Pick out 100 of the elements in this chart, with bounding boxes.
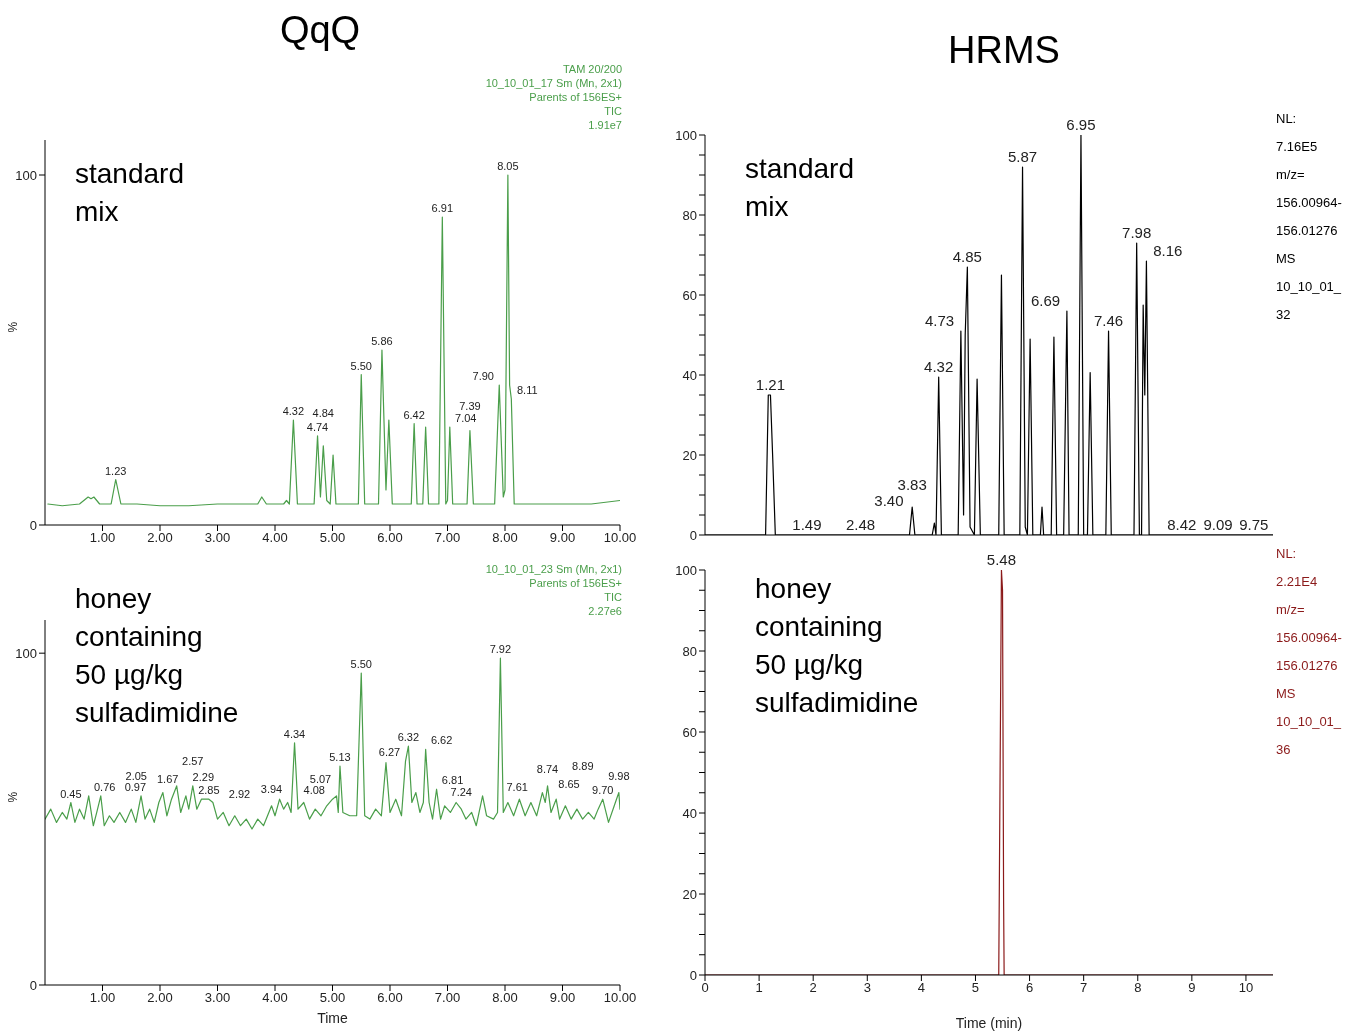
- text: MS: [1276, 685, 1297, 703]
- y-tick-label: 80: [682, 643, 697, 659]
- annotation: 5.13: [329, 751, 351, 763]
- text: m/z=: [1276, 601, 1306, 619]
- annotation: 8.89: [572, 760, 594, 773]
- annotation: 4.32: [282, 405, 305, 417]
- annotation: 6.81: [441, 774, 464, 787]
- annotation: 5.50: [350, 658, 372, 671]
- y-tick-label: 100: [15, 645, 37, 661]
- annotation: 8.11: [517, 384, 538, 396]
- x-tick-label: 8: [1134, 980, 1142, 996]
- text: standard mix: [75, 157, 185, 229]
- y-tick-label: 40: [682, 367, 697, 383]
- y-tick-label: 20: [682, 447, 697, 463]
- annotation: 0.97: [124, 780, 147, 793]
- annotation: 4.74: [306, 420, 329, 433]
- annotation: 7.04: [455, 412, 477, 424]
- annotation: 6.62: [430, 734, 453, 747]
- annotation: 9.70: [592, 784, 614, 797]
- annotation: 9.75: [1239, 516, 1269, 533]
- annotation: 7.39: [459, 399, 481, 412]
- x-tick-label: 6.00: [377, 990, 403, 1006]
- text: 10_10_01_: [1276, 713, 1343, 731]
- annotation: 4.34: [283, 727, 306, 740]
- annotation: 3.83: [897, 476, 927, 493]
- annotation: 7.61: [506, 780, 528, 793]
- annotation: 7.46: [1093, 312, 1124, 329]
- y-tick-label: 80: [682, 207, 697, 223]
- x-tick-label: 10.00: [603, 530, 637, 546]
- annotation: 0.45: [60, 787, 82, 800]
- y-tick-label: 60: [682, 287, 697, 303]
- text: NL:: [1276, 110, 1298, 128]
- x-tick-label: 0: [701, 980, 709, 996]
- y-tick-label: 60: [682, 724, 697, 740]
- text: honey containing 50 µg/kg sulfadimidine: [755, 572, 919, 720]
- annotation: 6.27: [378, 746, 401, 759]
- text: 32: [1276, 306, 1292, 324]
- x-tick-label: 9.00: [549, 990, 576, 1006]
- text: 2.21E4: [1276, 573, 1319, 591]
- x-tick-label: 6.00: [377, 530, 403, 546]
- annotation: 1.49: [792, 516, 822, 533]
- annotation: 4.08: [303, 784, 325, 797]
- text: standard mix: [745, 152, 855, 224]
- annotation: 7.24: [450, 786, 473, 799]
- annotation: 1.21: [755, 376, 786, 393]
- x-tick-label: 9: [1188, 980, 1196, 996]
- x-tick-label: 4: [917, 980, 925, 996]
- x-tick-label: 1.00: [89, 530, 116, 546]
- x-tick-label: 7.00: [434, 530, 461, 546]
- annotation: 7.90: [472, 370, 494, 382]
- y-tick-label: 0: [29, 517, 37, 533]
- annotation: 6.42: [403, 408, 425, 421]
- x-tick-label: 3.00: [204, 530, 231, 546]
- x-tick-label: 10.00: [603, 990, 637, 1006]
- text: 10_10_01_: [1276, 278, 1343, 296]
- annotation: 5.86: [371, 335, 393, 347]
- annotation: 5.07: [309, 772, 332, 785]
- annotation: 7.98: [1122, 224, 1152, 241]
- text: 156.01276: [1276, 657, 1339, 675]
- annotation: 2.92: [228, 787, 251, 800]
- annotation: 4.32: [924, 358, 954, 375]
- annotation: 2.85: [198, 784, 220, 797]
- text: Parents of 156ES+: [528, 576, 622, 590]
- y-tick-label: 0: [689, 967, 697, 983]
- annotation: 8.16: [1153, 242, 1183, 259]
- annotation: 6.95: [1066, 116, 1096, 133]
- annotation: 7.92: [489, 643, 512, 656]
- text: 156.01276: [1276, 222, 1339, 240]
- text: 156.00964-: [1276, 194, 1343, 212]
- annotation: 4.85: [952, 248, 982, 265]
- x-tick-label: 4.00: [262, 530, 288, 546]
- chart-title: QqQ: [278, 8, 362, 53]
- x-tick-label: 8.00: [492, 990, 518, 1006]
- annotation: 2.57: [182, 754, 204, 767]
- annotation: 3.94: [260, 782, 283, 795]
- annotation: 8.05: [497, 160, 519, 172]
- annotation: 9.09: [1203, 516, 1233, 533]
- text: TIC: [603, 590, 622, 604]
- x-tick-label: 9.00: [549, 530, 576, 546]
- text: NL:: [1276, 545, 1298, 563]
- annotation: 5.50: [350, 359, 372, 372]
- annotation: 4.73: [924, 312, 955, 329]
- text: 156.00964-: [1276, 629, 1343, 647]
- x-tick-label: 4.00: [262, 990, 288, 1006]
- annotation: 6.91: [431, 202, 454, 214]
- x-axis-title: Time (min): [955, 1015, 1023, 1031]
- annotation: 6.32: [397, 731, 420, 744]
- x-tick-label: 5.00: [319, 530, 346, 546]
- y-tick-label: 40: [682, 805, 697, 821]
- x-tick-label: 8.00: [492, 530, 518, 546]
- annotation: 4.84: [312, 406, 335, 419]
- x-tick-label: 5: [971, 980, 980, 996]
- text: MS: [1276, 250, 1297, 268]
- x-tick-label: 5.00: [319, 990, 346, 1006]
- x-tick-label: 2.00: [147, 990, 173, 1006]
- text: TAM 20/200: [561, 62, 622, 76]
- text: Parents of 156ES+: [528, 90, 622, 104]
- y-axis-title: %: [6, 791, 21, 803]
- annotation: 5.87: [1007, 148, 1038, 165]
- annotation: 9.98: [608, 769, 630, 782]
